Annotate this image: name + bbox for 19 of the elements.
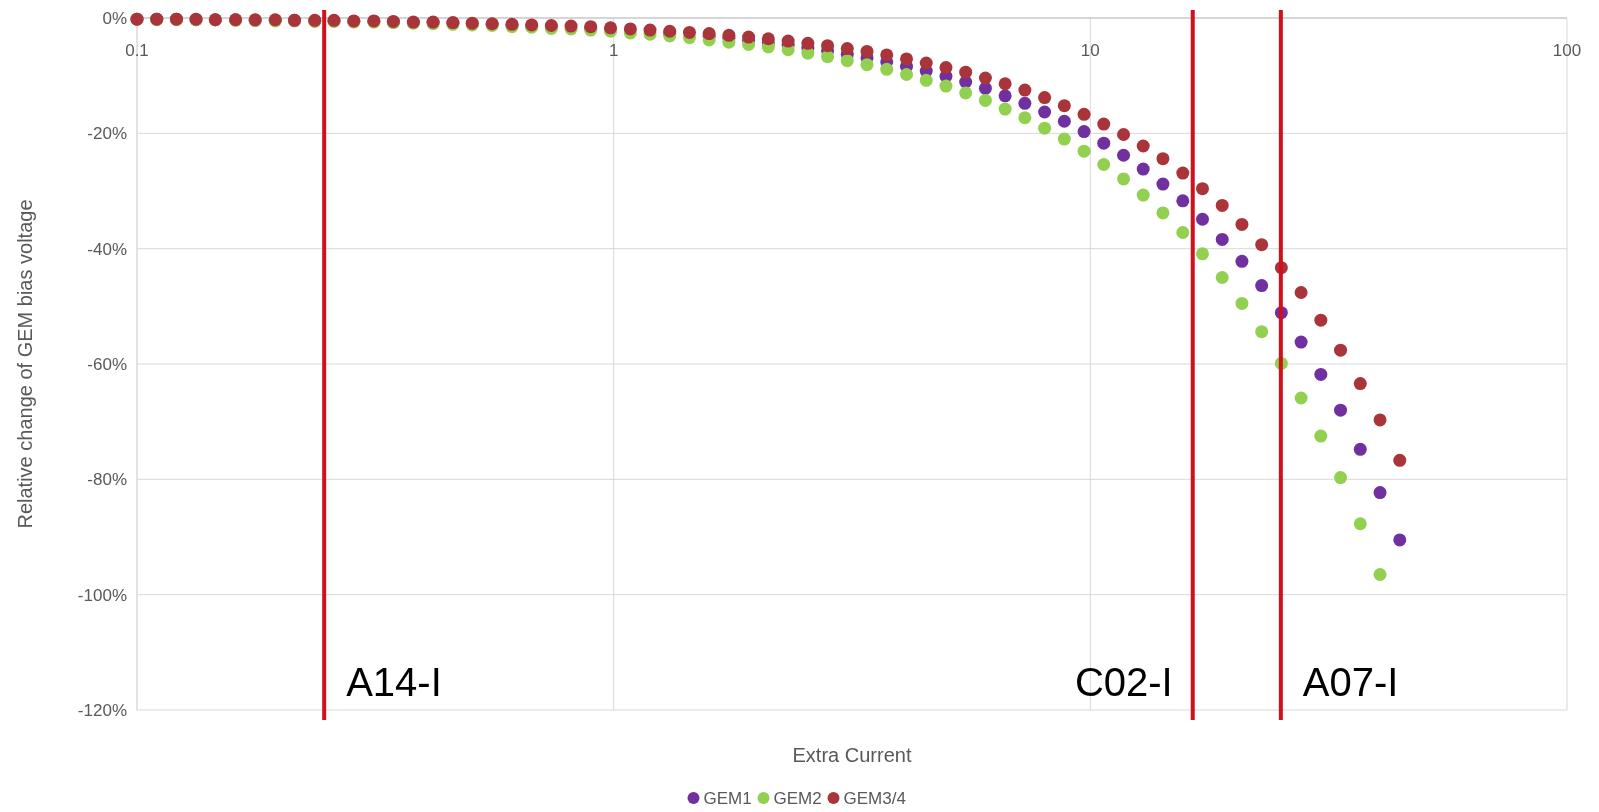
ref-line-label: C02-I	[1074, 660, 1173, 704]
y-tick-label: -60%	[87, 355, 127, 374]
legend-label: GEM3/4	[843, 789, 906, 808]
legend-label: GEM1	[703, 789, 752, 808]
x-tick-label: 0.1	[125, 41, 149, 60]
y-tick-label: -40%	[87, 239, 127, 259]
x-axis-title: Extra Current	[792, 744, 912, 766]
legend-label: GEM2	[773, 789, 822, 808]
x-tick-label: 1	[608, 41, 619, 60]
x-tick-label: 10	[1080, 41, 1100, 60]
y-axis-title: Relative change of GEM bias voltage	[14, 199, 36, 529]
y-tick-label: -80%	[87, 470, 127, 490]
ref-line-label: A07-I	[1302, 660, 1399, 704]
x-tick-label: 100	[1552, 41, 1582, 60]
y-tick-label: -120%	[77, 701, 127, 720]
y-tick-label: -20%	[87, 124, 127, 144]
y-tick-label: 0%	[102, 9, 127, 28]
y-tick-label: -100%	[77, 585, 127, 605]
ref-line-label: A14-I	[346, 660, 442, 704]
